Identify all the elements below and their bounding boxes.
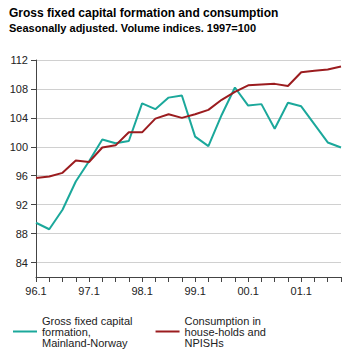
svg-text:108: 108: [10, 83, 28, 95]
svg-text:01.1: 01.1: [291, 285, 312, 297]
svg-text:92: 92: [16, 199, 28, 211]
svg-text:96.1: 96.1: [25, 285, 46, 297]
svg-text:Mainland-Norway: Mainland-Norway: [42, 337, 128, 349]
svg-text:00.1: 00.1: [237, 285, 258, 297]
svg-text:Consumption in: Consumption in: [184, 314, 264, 327]
svg-text:100: 100: [10, 141, 28, 153]
svg-text:112: 112: [10, 54, 28, 66]
svg-text:97.1: 97.1: [78, 285, 99, 297]
svg-text:Gross fixed capital: Gross fixed capital: [42, 314, 136, 327]
svg-text:Seasonally adjusted. Volume in: Seasonally adjusted. Volume indices. 199…: [9, 22, 256, 34]
svg-text:NPISHs: NPISHs: [185, 337, 225, 349]
svg-text:96: 96: [16, 170, 28, 182]
svg-text:house-holds and: house-holds and: [184, 325, 269, 338]
svg-text:84: 84: [16, 257, 28, 269]
svg-text:formation,: formation,: [42, 325, 94, 338]
svg-text:Gross fixed capital formation: Gross fixed capital formation and consum…: [9, 6, 278, 20]
svg-text:98.1: 98.1: [131, 285, 152, 297]
svg-text:99.1: 99.1: [184, 285, 205, 297]
svg-text:104: 104: [10, 112, 28, 124]
svg-text:88: 88: [16, 228, 28, 240]
